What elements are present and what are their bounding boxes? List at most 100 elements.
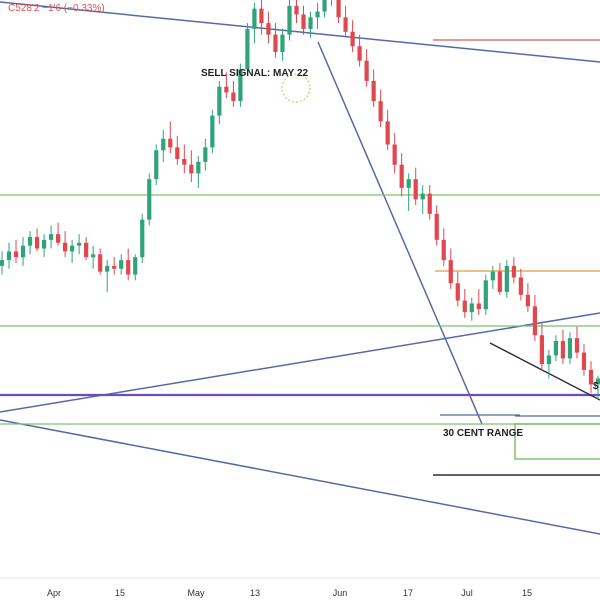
candle[interactable]	[126, 248, 131, 281]
candle[interactable]	[105, 260, 110, 292]
candle-body	[546, 355, 552, 365]
candle[interactable]	[308, 11, 313, 38]
candle[interactable]	[483, 274, 488, 316]
candle[interactable]	[63, 231, 68, 258]
candle[interactable]	[91, 245, 96, 269]
rising-trendline[interactable]	[0, 312, 600, 413]
candle[interactable]	[595, 375, 600, 399]
quote-header-text: C528'2 −1'6 (−0.33%)	[8, 3, 105, 14]
candle[interactable]	[336, 0, 341, 24]
candle[interactable]	[490, 265, 495, 289]
candle[interactable]	[392, 132, 397, 174]
candle[interactable]	[525, 283, 530, 313]
candle[interactable]	[112, 257, 117, 275]
candle[interactable]	[322, 0, 327, 18]
candle[interactable]	[70, 239, 75, 263]
lower-trendline[interactable]	[0, 419, 600, 535]
candle[interactable]	[273, 23, 278, 58]
candle[interactable]	[469, 297, 474, 321]
candle[interactable]	[34, 228, 40, 252]
candle[interactable]	[161, 130, 166, 162]
candle[interactable]	[553, 335, 559, 362]
candle[interactable]	[84, 236, 89, 261]
candle[interactable]	[182, 144, 187, 174]
candle[interactable]	[581, 343, 587, 376]
candle[interactable]	[343, 5, 348, 38]
candle[interactable]	[420, 184, 425, 214]
candle[interactable]	[168, 121, 173, 154]
candle[interactable]	[364, 49, 369, 87]
candle[interactable]	[434, 205, 439, 246]
candle[interactable]	[455, 271, 460, 307]
candle[interactable]	[539, 323, 545, 370]
candle[interactable]	[238, 63, 243, 107]
candle[interactable]	[441, 228, 446, 266]
candle[interactable]	[77, 234, 82, 255]
candle[interactable]	[203, 138, 208, 171]
candle[interactable]	[175, 135, 180, 165]
candle[interactable]	[385, 109, 390, 151]
candle[interactable]	[20, 236, 26, 266]
candle[interactable]	[252, 2, 257, 44]
candle[interactable]	[41, 234, 47, 258]
candle[interactable]	[406, 173, 411, 211]
candle[interactable]	[27, 231, 33, 255]
candle[interactable]	[287, 0, 292, 41]
candle[interactable]	[259, 0, 264, 35]
candle[interactable]	[357, 34, 362, 67]
candle[interactable]	[266, 11, 271, 44]
candle[interactable]	[13, 239, 19, 263]
candle[interactable]	[196, 156, 201, 188]
candle[interactable]	[55, 222, 61, 246]
candle[interactable]	[147, 173, 152, 226]
candle[interactable]	[371, 69, 376, 107]
candle[interactable]	[574, 326, 580, 359]
candle[interactable]	[6, 242, 12, 269]
candle[interactable]	[546, 349, 552, 379]
candle[interactable]	[399, 153, 404, 197]
short-dark-down-line[interactable]	[489, 342, 600, 401]
candle[interactable]	[448, 248, 453, 289]
candle[interactable]	[476, 289, 481, 316]
candle[interactable]	[133, 254, 138, 281]
candle[interactable]	[462, 289, 467, 318]
candle[interactable]	[497, 262, 502, 295]
candle[interactable]	[301, 5, 306, 35]
candle[interactable]	[588, 361, 594, 394]
candle[interactable]	[210, 109, 215, 154]
candle[interactable]	[189, 150, 194, 183]
candle[interactable]	[280, 28, 285, 61]
candle[interactable]	[511, 257, 516, 284]
candle[interactable]	[48, 225, 54, 249]
candle[interactable]	[217, 80, 222, 125]
candle[interactable]	[350, 20, 355, 53]
candle[interactable]	[119, 254, 124, 275]
candle[interactable]	[224, 72, 229, 99]
candle[interactable]	[231, 80, 236, 107]
candle[interactable]	[294, 0, 299, 24]
candle[interactable]	[329, 0, 333, 6]
candle[interactable]	[0, 251, 5, 275]
candle[interactable]	[567, 332, 573, 365]
candle-body	[567, 338, 573, 359]
candle-body	[161, 138, 166, 151]
candle[interactable]	[378, 89, 383, 128]
candle[interactable]	[154, 144, 159, 185]
candle[interactable]	[315, 2, 320, 29]
candle[interactable]	[518, 268, 523, 301]
candle-body	[462, 300, 467, 313]
candle[interactable]	[413, 167, 418, 206]
candle[interactable]	[245, 23, 250, 76]
candle-body	[182, 158, 187, 165]
candle[interactable]	[98, 248, 103, 275]
candle[interactable]	[504, 260, 509, 298]
candle[interactable]	[560, 329, 566, 365]
candle[interactable]	[140, 213, 145, 263]
candle[interactable]	[427, 184, 432, 220]
sell-signal-label: SELL SIGNAL: MAY 22	[201, 68, 309, 79]
upper-trendline[interactable]	[0, 1, 600, 63]
candle[interactable]	[532, 294, 537, 342]
falling-trendline[interactable]	[317, 41, 483, 425]
